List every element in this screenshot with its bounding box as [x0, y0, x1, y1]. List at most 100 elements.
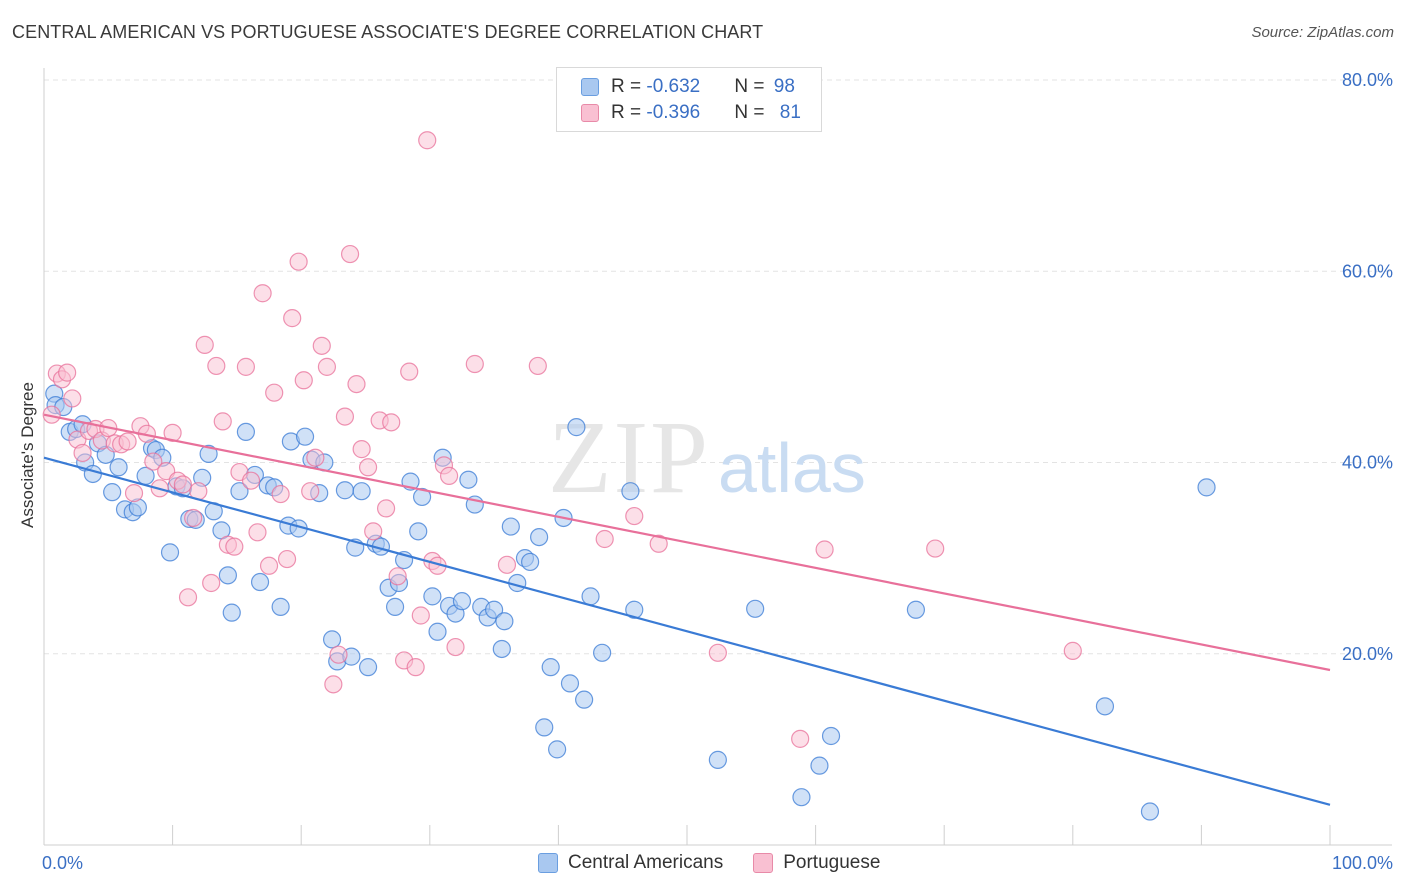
data-point-central-americans	[548, 740, 567, 759]
data-point-portuguese	[259, 556, 279, 575]
data-point-portuguese	[178, 588, 198, 607]
x-tick-label: 100.0%	[1332, 853, 1393, 873]
data-point-central-americans	[1197, 478, 1216, 497]
data-point-portuguese	[294, 371, 313, 390]
data-point-portuguese	[173, 475, 192, 494]
data-point-central-americans	[810, 756, 829, 775]
data-point-central-americans	[271, 597, 290, 616]
data-point-portuguese	[1063, 641, 1082, 660]
data-point-portuguese	[207, 356, 226, 376]
data-point-central-americans	[459, 470, 478, 489]
data-point-central-americans	[109, 458, 128, 477]
data-point-central-americans	[428, 622, 447, 641]
r-label: R =	[611, 102, 647, 123]
y-tick-label: 40.0%	[1342, 453, 1393, 473]
legend-swatch-blue	[538, 853, 558, 873]
data-point-central-americans	[322, 630, 342, 649]
data-point-central-americans	[352, 482, 371, 501]
data-point-portuguese	[528, 356, 547, 376]
data-point-portuguese	[497, 555, 517, 574]
data-point-portuguese	[195, 335, 214, 354]
n-label: N =	[734, 76, 770, 97]
data-point-central-americans	[409, 522, 428, 541]
data-point-central-americans	[103, 483, 122, 502]
data-point-portuguese	[277, 549, 297, 569]
data-point-central-americans	[593, 643, 612, 662]
data-point-central-americans	[295, 427, 315, 446]
data-point-portuguese	[352, 440, 371, 459]
data-point-portuguese	[376, 499, 396, 518]
trend-line-central-americans	[43, 456, 1331, 806]
data-point-central-americans	[250, 572, 270, 592]
data-point-portuguese	[241, 471, 261, 490]
data-points	[42, 131, 1216, 821]
data-point-portuguese	[73, 443, 92, 463]
data-point-central-americans	[708, 750, 727, 769]
data-point-central-americans	[335, 481, 355, 500]
data-point-portuguese	[253, 284, 272, 303]
data-point-central-americans	[160, 543, 180, 562]
axes	[43, 68, 1392, 846]
data-point-portuguese	[225, 537, 244, 556]
data-point-central-americans	[1095, 697, 1115, 716]
y-tick-label: 60.0%	[1342, 261, 1393, 281]
data-point-portuguese	[595, 529, 614, 549]
data-point-portuguese	[382, 413, 401, 432]
tick-labels: 20.0% 40.0% 60.0% 80.0% 0.0% 100.0%	[42, 70, 1393, 873]
data-point-portuguese	[324, 675, 343, 694]
legend-item-central-americans[interactable]: Central Americans	[538, 852, 723, 874]
data-point-portuguese	[289, 252, 308, 271]
data-point-portuguese	[58, 363, 77, 382]
data-point-portuguese	[124, 484, 144, 503]
trend-lines	[43, 413, 1331, 806]
data-point-portuguese	[335, 407, 355, 426]
data-point-central-americans	[746, 599, 765, 618]
data-point-central-americans	[199, 444, 218, 463]
y-tick-label: 20.0%	[1342, 644, 1393, 664]
r-label: R =	[611, 76, 647, 97]
data-point-central-americans	[530, 527, 549, 547]
source-credit: Source: ZipAtlas.com	[1251, 24, 1394, 41]
x-tick-label: 0.0%	[42, 853, 83, 873]
data-point-portuguese	[411, 606, 430, 625]
data-point-portuguese	[236, 357, 256, 376]
legend-swatch-pink	[581, 104, 599, 122]
legend-item-portuguese[interactable]: Portuguese	[753, 852, 880, 874]
data-point-central-americans	[581, 587, 600, 606]
data-point-central-americans	[821, 726, 841, 746]
n-value: 81	[779, 102, 801, 123]
data-point-portuguese	[439, 466, 459, 485]
watermark: ZIP atlas	[548, 400, 866, 515]
data-point-portuguese	[340, 244, 360, 264]
data-point-central-americans	[412, 487, 432, 507]
legend-label: Central Americans	[568, 852, 724, 873]
data-point-central-americans	[492, 639, 511, 659]
data-point-portuguese	[364, 522, 383, 541]
data-point-portuguese	[118, 432, 137, 451]
data-point-central-americans	[83, 464, 102, 484]
stats-row-central-americans: R = -0.632 N = 98	[581, 74, 795, 100]
chart-title: CENTRAL AMERICAN VS PORTUGUESE ASSOCIATE…	[12, 22, 764, 42]
data-point-portuguese	[926, 539, 945, 558]
data-point-central-americans	[495, 612, 514, 631]
data-point-central-americans	[385, 597, 405, 616]
data-point-portuguese	[63, 389, 82, 408]
data-point-portuguese	[815, 540, 834, 559]
data-point-central-americans	[521, 552, 540, 572]
data-point-portuguese	[265, 383, 284, 402]
data-point-portuguese	[202, 573, 221, 593]
legend-label: Portuguese	[783, 852, 881, 873]
data-point-portuguese	[400, 362, 419, 381]
data-point-central-americans	[560, 674, 580, 693]
data-point-portuguese	[625, 506, 644, 526]
data-point-portuguese	[184, 508, 203, 528]
watermark-atlas: atlas	[718, 429, 866, 507]
data-point-central-americans	[358, 658, 378, 677]
data-point-central-americans	[575, 690, 594, 709]
r-value: -0.632	[646, 76, 701, 97]
data-point-portuguese	[283, 309, 302, 328]
stats-legend: R = -0.632 N = 98 R = -0.396 N = 81	[556, 67, 822, 132]
data-point-central-americans	[1140, 802, 1160, 821]
data-point-portuguese	[306, 448, 325, 467]
